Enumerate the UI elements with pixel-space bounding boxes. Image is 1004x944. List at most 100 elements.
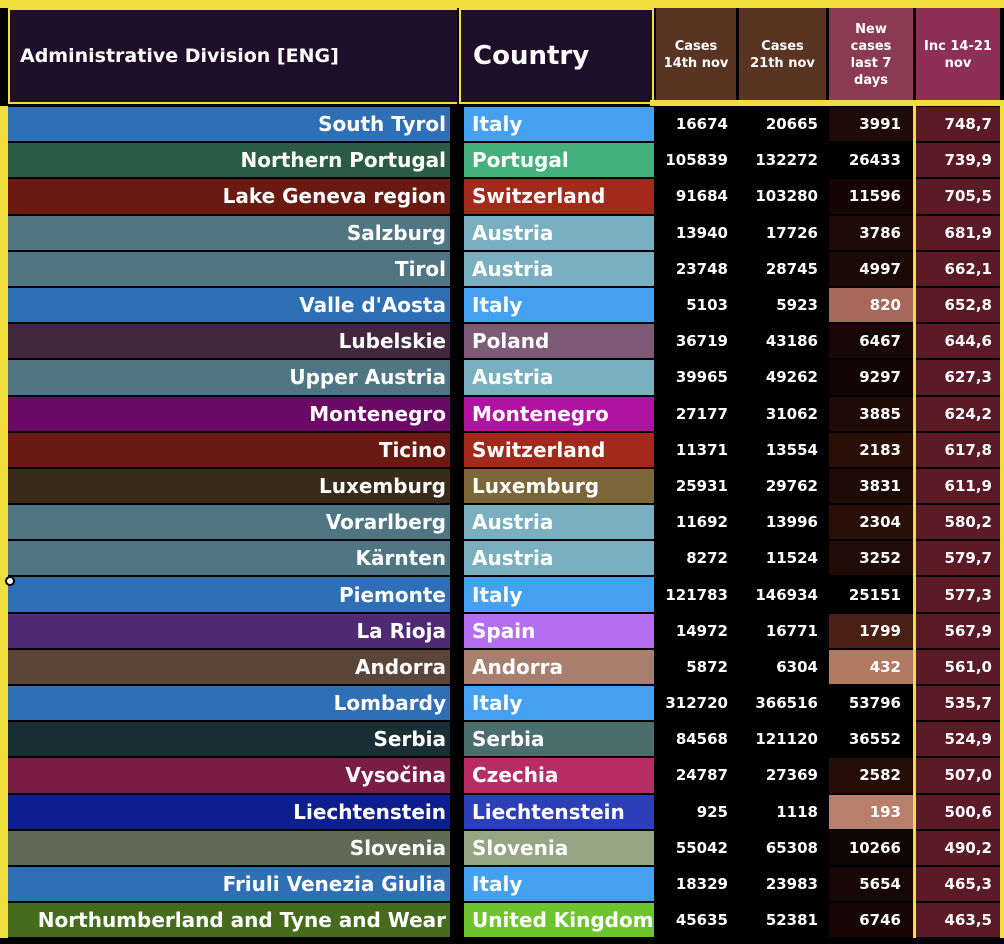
column-divider [913, 793, 916, 830]
admin-cell: Tirol [8, 251, 450, 286]
admin-cell: Liechtenstein [8, 794, 450, 829]
cases-14-cell: 39965 [656, 360, 736, 395]
incidence-cell: 662,1 [916, 251, 1000, 286]
left-border [0, 793, 8, 830]
header-admin-division: Administrative Division [ENG] [8, 8, 457, 104]
column-divider [913, 431, 916, 468]
left-border [0, 250, 8, 287]
column-divider [913, 250, 916, 287]
right-border [1000, 323, 1004, 360]
incidence-cell: 627,3 [916, 360, 1000, 395]
cases-14-cell: 105839 [656, 143, 736, 178]
new-cases-cell: 3831 [829, 468, 913, 504]
cases-14-cell: 45635 [656, 903, 736, 938]
column-divider [913, 286, 916, 324]
table-row: Northern Portugal Portugal 105839 132272 264… [0, 142, 1004, 179]
cases-14-cell: 27177 [656, 396, 736, 431]
new-cases-cell: 3786 [829, 215, 913, 250]
cases-21-cell: 146934 [739, 577, 826, 612]
left-border [0, 214, 8, 251]
right-border [1000, 250, 1004, 287]
admin-cell: South Tyrol [8, 107, 450, 142]
left-border [0, 286, 8, 324]
right-border [1000, 721, 1004, 758]
selection-handle[interactable] [5, 576, 15, 586]
column-divider [913, 178, 916, 215]
admin-cell: Salzburg [8, 215, 450, 250]
new-cases-cell: 2183 [829, 432, 913, 467]
country-cell: Switzerland [464, 179, 654, 214]
cases-14-cell: 84568 [656, 722, 736, 757]
admin-cell: Piemonte [8, 577, 450, 612]
incidence-cell: 567,9 [916, 613, 1000, 648]
cases-14-cell: 8272 [656, 541, 736, 576]
country-cell: Italy [464, 577, 654, 612]
new-cases-cell: 53796 [829, 686, 913, 721]
country-cell: Italy [464, 287, 654, 323]
admin-cell: Montenegro [8, 396, 450, 431]
left-border [0, 467, 8, 505]
column-divider [913, 467, 916, 505]
column-divider [913, 648, 916, 685]
new-cases-cell: 1799 [829, 613, 913, 648]
incidence-cell: 507,0 [916, 758, 1000, 793]
cases-21-cell: 103280 [739, 179, 826, 214]
admin-cell: Slovenia [8, 830, 450, 865]
table-row: Vysočina Czechia 24787 27369 2582 507,0 [0, 757, 1004, 794]
admin-cell: Vorarlberg [8, 505, 450, 540]
cases-21-cell: 6304 [739, 649, 826, 684]
table-row: Andorra Andorra 5872 6304 432 561,0 [0, 648, 1004, 685]
table-row: Lombardy Italy 312720 366516 53796 535,7 [0, 685, 1004, 722]
incidence-cell: 580,2 [916, 505, 1000, 540]
new-cases-cell: 6467 [829, 324, 913, 359]
left-border [0, 142, 8, 179]
cases-21-cell: 31062 [739, 396, 826, 431]
country-cell: Serbia [464, 722, 654, 757]
incidence-cell: 644,6 [916, 324, 1000, 359]
new-cases-cell: 9297 [829, 360, 913, 395]
cases-14-cell: 24787 [656, 758, 736, 793]
country-cell: Italy [464, 107, 654, 142]
header-new-cases-7-days: New cases last 7 days [829, 8, 913, 104]
left-border [0, 395, 8, 432]
country-cell: Portugal [464, 143, 654, 178]
cases-21-cell: 11524 [739, 541, 826, 576]
cases-14-cell: 925 [656, 794, 736, 829]
incidence-cell: 652,8 [916, 287, 1000, 323]
column-divider [913, 612, 916, 649]
admin-cell: Lombardy [8, 686, 450, 721]
cases-14-cell: 36719 [656, 324, 736, 359]
cases-14-cell: 14972 [656, 613, 736, 648]
cases-21-cell: 28745 [739, 251, 826, 286]
header-cases-14-nov: Cases 14th nov [656, 8, 736, 104]
column-divider [913, 540, 916, 577]
right-border [1000, 142, 1004, 179]
right-border [1000, 467, 1004, 505]
cases-21-cell: 17726 [739, 215, 826, 250]
table-body: South Tyrol Italy 16674 20665 3991 748,7 North… [0, 106, 1004, 939]
incidence-cell: 748,7 [916, 107, 1000, 142]
cases-14-cell: 18329 [656, 866, 736, 902]
admin-cell: Northumberland and Tyne and Wear [8, 903, 450, 938]
country-cell: Austria [464, 505, 654, 540]
cases-21-cell: 5923 [739, 287, 826, 323]
left-border [0, 721, 8, 758]
right-border [1000, 540, 1004, 577]
table-row: Vorarlberg Austria 11692 13996 2304 580,2 [0, 504, 1004, 541]
cases-21-cell: 23983 [739, 866, 826, 902]
country-cell: Austria [464, 215, 654, 250]
right-border [1000, 431, 1004, 468]
incidence-cell: 617,8 [916, 432, 1000, 467]
cases-21-cell: 121120 [739, 722, 826, 757]
country-cell: Switzerland [464, 432, 654, 467]
column-divider [913, 685, 916, 722]
cases-21-cell: 16771 [739, 613, 826, 648]
column-divider [913, 323, 916, 360]
column-divider [913, 757, 916, 794]
left-border [0, 323, 8, 360]
new-cases-cell: 3885 [829, 396, 913, 431]
country-cell: Poland [464, 324, 654, 359]
country-cell: Luxemburg [464, 468, 654, 504]
table-row: Liechtenstein Liechtenstein 925 1118 193 500,… [0, 793, 1004, 830]
